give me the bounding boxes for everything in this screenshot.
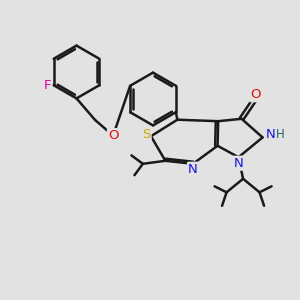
Text: H: H [276, 128, 285, 141]
Text: N: N [188, 163, 198, 176]
Text: S: S [142, 128, 151, 141]
Text: O: O [250, 88, 261, 101]
Text: N: N [266, 128, 276, 141]
Text: F: F [43, 79, 51, 92]
Text: N: N [234, 157, 243, 170]
Text: O: O [108, 129, 118, 142]
